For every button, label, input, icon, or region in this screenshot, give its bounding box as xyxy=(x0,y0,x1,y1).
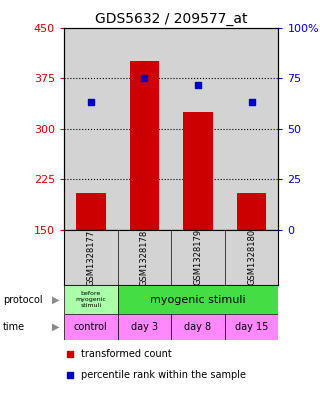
Point xyxy=(142,75,147,81)
Text: GSM1328178: GSM1328178 xyxy=(140,229,149,286)
Text: GSM1328179: GSM1328179 xyxy=(194,230,203,285)
Bar xyxy=(183,112,213,230)
Text: ▶: ▶ xyxy=(52,322,60,332)
Title: GDS5632 / 209577_at: GDS5632 / 209577_at xyxy=(95,13,247,26)
Point xyxy=(68,372,73,378)
Bar xyxy=(64,314,118,340)
Bar xyxy=(237,193,266,230)
Text: before
myogenic
stimuli: before myogenic stimuli xyxy=(76,291,106,308)
Text: percentile rank within the sample: percentile rank within the sample xyxy=(81,370,246,380)
Bar xyxy=(225,314,278,340)
Bar xyxy=(118,285,278,314)
Point xyxy=(88,99,93,105)
Text: protocol: protocol xyxy=(3,295,43,305)
Bar xyxy=(118,314,171,340)
Bar xyxy=(130,61,159,230)
Text: day 3: day 3 xyxy=(131,322,158,332)
Text: GSM1328180: GSM1328180 xyxy=(247,230,256,285)
Bar xyxy=(64,285,118,314)
Point xyxy=(196,82,201,88)
Text: ▶: ▶ xyxy=(52,295,60,305)
Bar xyxy=(171,314,225,340)
Text: day 15: day 15 xyxy=(235,322,268,332)
Point xyxy=(68,351,73,357)
Text: day 8: day 8 xyxy=(184,322,212,332)
Bar xyxy=(76,193,106,230)
Text: myogenic stimuli: myogenic stimuli xyxy=(150,295,246,305)
Point xyxy=(249,99,254,105)
Text: time: time xyxy=(3,322,25,332)
Text: GSM1328177: GSM1328177 xyxy=(86,229,95,286)
Text: control: control xyxy=(74,322,108,332)
Text: transformed count: transformed count xyxy=(81,349,172,359)
